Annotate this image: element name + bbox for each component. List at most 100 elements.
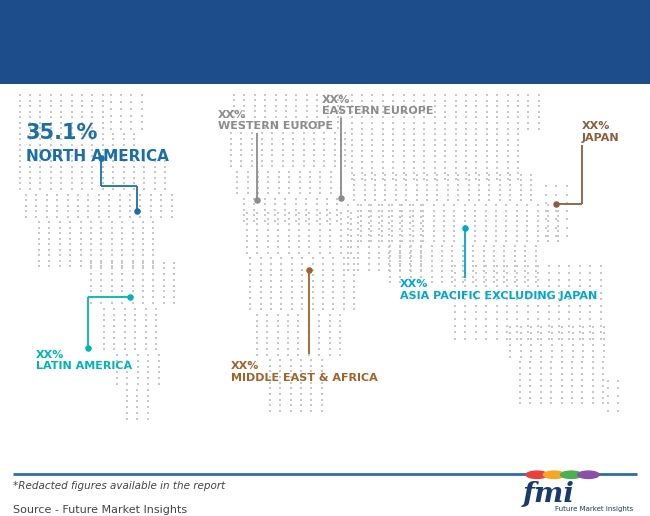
Point	[116, 125, 126, 134]
Point	[336, 130, 346, 138]
Point	[564, 295, 575, 303]
Point	[77, 135, 87, 143]
Point	[122, 385, 132, 394]
Point	[296, 396, 306, 404]
Point	[94, 201, 104, 209]
Point	[491, 237, 501, 245]
Point	[419, 124, 430, 133]
Point	[148, 264, 159, 272]
Point	[114, 213, 125, 221]
Point	[395, 213, 405, 221]
Point	[330, 129, 340, 137]
Point	[98, 135, 108, 143]
Point	[142, 385, 153, 394]
Point	[599, 347, 609, 355]
Point	[437, 242, 447, 250]
Point	[554, 308, 564, 316]
Point	[239, 217, 249, 225]
Point	[533, 302, 543, 310]
Point	[376, 206, 387, 215]
Point	[430, 158, 440, 166]
Point	[343, 231, 353, 239]
Point	[118, 168, 129, 176]
Point	[460, 276, 471, 284]
Point	[430, 130, 440, 138]
Point	[513, 175, 523, 183]
Point	[523, 276, 533, 284]
Point	[499, 257, 510, 265]
Point	[440, 175, 450, 183]
Point	[478, 252, 489, 261]
Point	[319, 140, 330, 148]
Point	[588, 323, 599, 331]
Point	[522, 232, 532, 240]
Point	[120, 305, 130, 313]
Point	[255, 294, 266, 302]
Point	[595, 321, 606, 330]
Point	[380, 171, 391, 179]
Point	[318, 294, 328, 302]
Point	[276, 282, 287, 291]
Point	[562, 232, 572, 240]
Point	[499, 262, 510, 270]
Point	[75, 246, 86, 254]
Point	[378, 152, 388, 160]
Point	[553, 217, 564, 225]
Point	[278, 156, 288, 165]
Point	[257, 162, 267, 170]
Point	[322, 118, 333, 126]
Point	[86, 282, 96, 290]
Point	[512, 288, 523, 297]
Point	[324, 339, 335, 347]
Point	[450, 130, 461, 138]
Point	[471, 321, 481, 330]
Point	[127, 223, 138, 232]
Point	[239, 206, 249, 214]
Point	[523, 288, 533, 297]
Point	[96, 229, 107, 237]
Point	[346, 158, 357, 166]
Point	[461, 136, 471, 144]
Point	[363, 207, 374, 216]
Point	[357, 102, 367, 110]
Point	[408, 232, 418, 240]
Point	[287, 266, 297, 274]
Point	[262, 311, 272, 319]
Point	[130, 311, 140, 319]
Point	[146, 201, 156, 209]
Point	[139, 174, 150, 182]
Point	[554, 276, 564, 284]
Point	[501, 201, 512, 209]
Point	[397, 212, 408, 220]
Point	[125, 190, 135, 199]
Point	[585, 328, 595, 336]
Point	[255, 277, 266, 285]
Point	[534, 91, 544, 99]
Point	[450, 334, 460, 343]
Point	[419, 130, 430, 138]
Point	[133, 357, 143, 365]
Point	[380, 176, 391, 184]
Point	[272, 328, 283, 336]
Point	[56, 130, 66, 138]
Point	[557, 335, 567, 343]
Point	[324, 322, 335, 330]
Point	[148, 262, 159, 270]
Point	[491, 276, 502, 284]
Point	[397, 222, 408, 230]
Point	[14, 146, 25, 154]
Point	[236, 140, 246, 148]
Point	[481, 262, 491, 270]
Point	[25, 107, 35, 116]
Point	[499, 272, 510, 281]
Point	[367, 147, 378, 155]
Point	[384, 201, 395, 209]
Point	[512, 282, 523, 290]
Point	[598, 376, 608, 384]
Point	[297, 266, 307, 274]
Point	[541, 215, 551, 223]
Point	[513, 124, 523, 133]
Point	[136, 98, 147, 106]
Point	[575, 262, 585, 270]
Point	[491, 328, 502, 336]
